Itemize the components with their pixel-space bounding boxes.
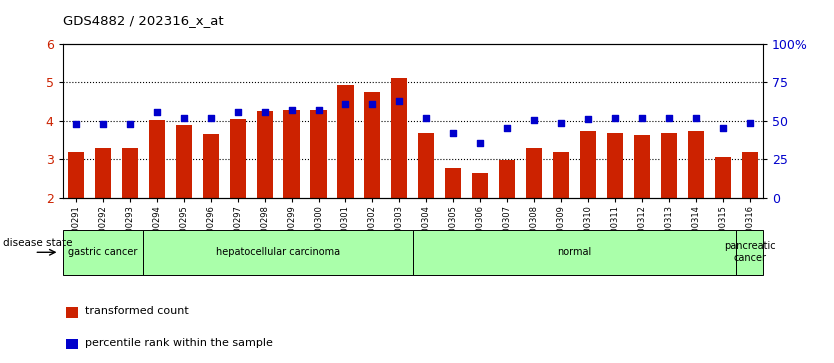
Bar — [148, 120, 165, 198]
Point — [689, 115, 702, 121]
Bar — [472, 173, 488, 198]
Bar — [364, 92, 380, 198]
Bar — [445, 168, 461, 198]
Bar — [607, 133, 623, 198]
Text: percentile rank within the sample: percentile rank within the sample — [85, 338, 273, 348]
FancyBboxPatch shape — [143, 230, 413, 275]
Point — [312, 107, 325, 113]
Text: GDS4882 / 202316_x_at: GDS4882 / 202316_x_at — [63, 15, 224, 28]
Point — [285, 107, 299, 113]
Point — [96, 121, 109, 127]
Point — [366, 102, 379, 107]
Point — [581, 116, 595, 122]
Bar — [418, 133, 435, 198]
Bar — [95, 148, 111, 198]
Point — [204, 115, 218, 121]
Text: pancreatic
cancer: pancreatic cancer — [724, 241, 776, 263]
Bar — [310, 110, 327, 198]
Bar — [66, 339, 78, 349]
Point — [716, 125, 730, 131]
Bar — [688, 131, 704, 198]
FancyBboxPatch shape — [63, 230, 143, 275]
Bar — [634, 135, 650, 198]
Point — [636, 115, 649, 121]
Point — [69, 121, 83, 127]
Point — [420, 115, 433, 121]
Point — [608, 115, 621, 121]
Bar — [715, 157, 731, 198]
Bar — [122, 148, 138, 198]
Text: disease state: disease state — [3, 238, 72, 248]
Bar — [229, 119, 246, 198]
Point — [743, 120, 756, 126]
Bar — [284, 110, 299, 198]
Point — [231, 109, 244, 115]
Text: transformed count: transformed count — [85, 306, 188, 316]
Point — [339, 102, 352, 107]
Bar — [257, 111, 273, 198]
Bar — [66, 307, 78, 318]
Bar — [338, 85, 354, 198]
FancyBboxPatch shape — [413, 230, 736, 275]
Text: gastric cancer: gastric cancer — [68, 247, 138, 257]
Bar — [391, 77, 408, 198]
FancyBboxPatch shape — [736, 230, 763, 275]
Point — [555, 120, 568, 126]
Point — [123, 121, 137, 127]
Point — [258, 109, 271, 115]
Point — [662, 115, 676, 121]
Text: hepatocellular carcinoma: hepatocellular carcinoma — [216, 247, 340, 257]
Point — [150, 109, 163, 115]
Bar — [741, 152, 758, 198]
Bar — [526, 148, 542, 198]
Point — [474, 140, 487, 146]
Bar — [580, 131, 596, 198]
Bar — [68, 152, 84, 198]
Point — [527, 117, 540, 123]
Point — [500, 125, 514, 131]
Bar — [176, 125, 192, 198]
Bar — [203, 134, 219, 198]
Point — [446, 130, 460, 136]
Text: normal: normal — [557, 247, 591, 257]
Bar — [661, 133, 677, 198]
Point — [177, 115, 190, 121]
Point — [393, 98, 406, 104]
Bar — [499, 160, 515, 198]
Bar — [553, 152, 569, 198]
